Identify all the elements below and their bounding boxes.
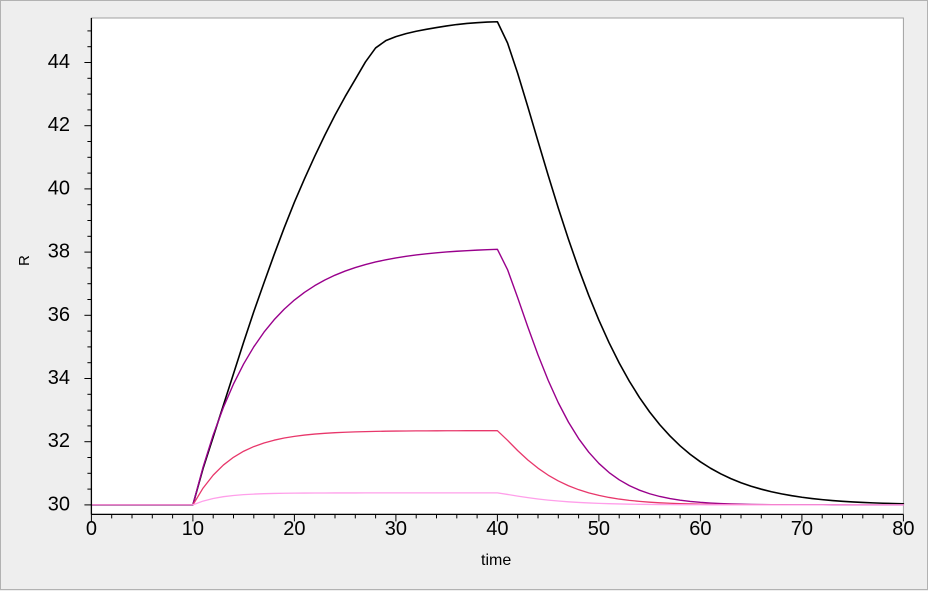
svg-text:70: 70	[791, 518, 813, 540]
svg-text:30: 30	[48, 493, 70, 515]
svg-text:0: 0	[86, 518, 97, 540]
svg-text:36: 36	[48, 304, 70, 326]
svg-text:44: 44	[48, 51, 70, 73]
svg-text:40: 40	[48, 177, 70, 199]
svg-text:32: 32	[48, 430, 70, 452]
svg-text:60: 60	[689, 518, 711, 540]
svg-text:42: 42	[48, 114, 70, 136]
svg-text:80: 80	[892, 518, 914, 540]
svg-text:30: 30	[385, 518, 407, 540]
svg-text:34: 34	[48, 367, 70, 389]
svg-text:50: 50	[588, 518, 610, 540]
svg-text:38: 38	[48, 241, 70, 263]
svg-text:20: 20	[283, 518, 305, 540]
svg-text:10: 10	[182, 518, 204, 540]
svg-text:40: 40	[486, 518, 508, 540]
